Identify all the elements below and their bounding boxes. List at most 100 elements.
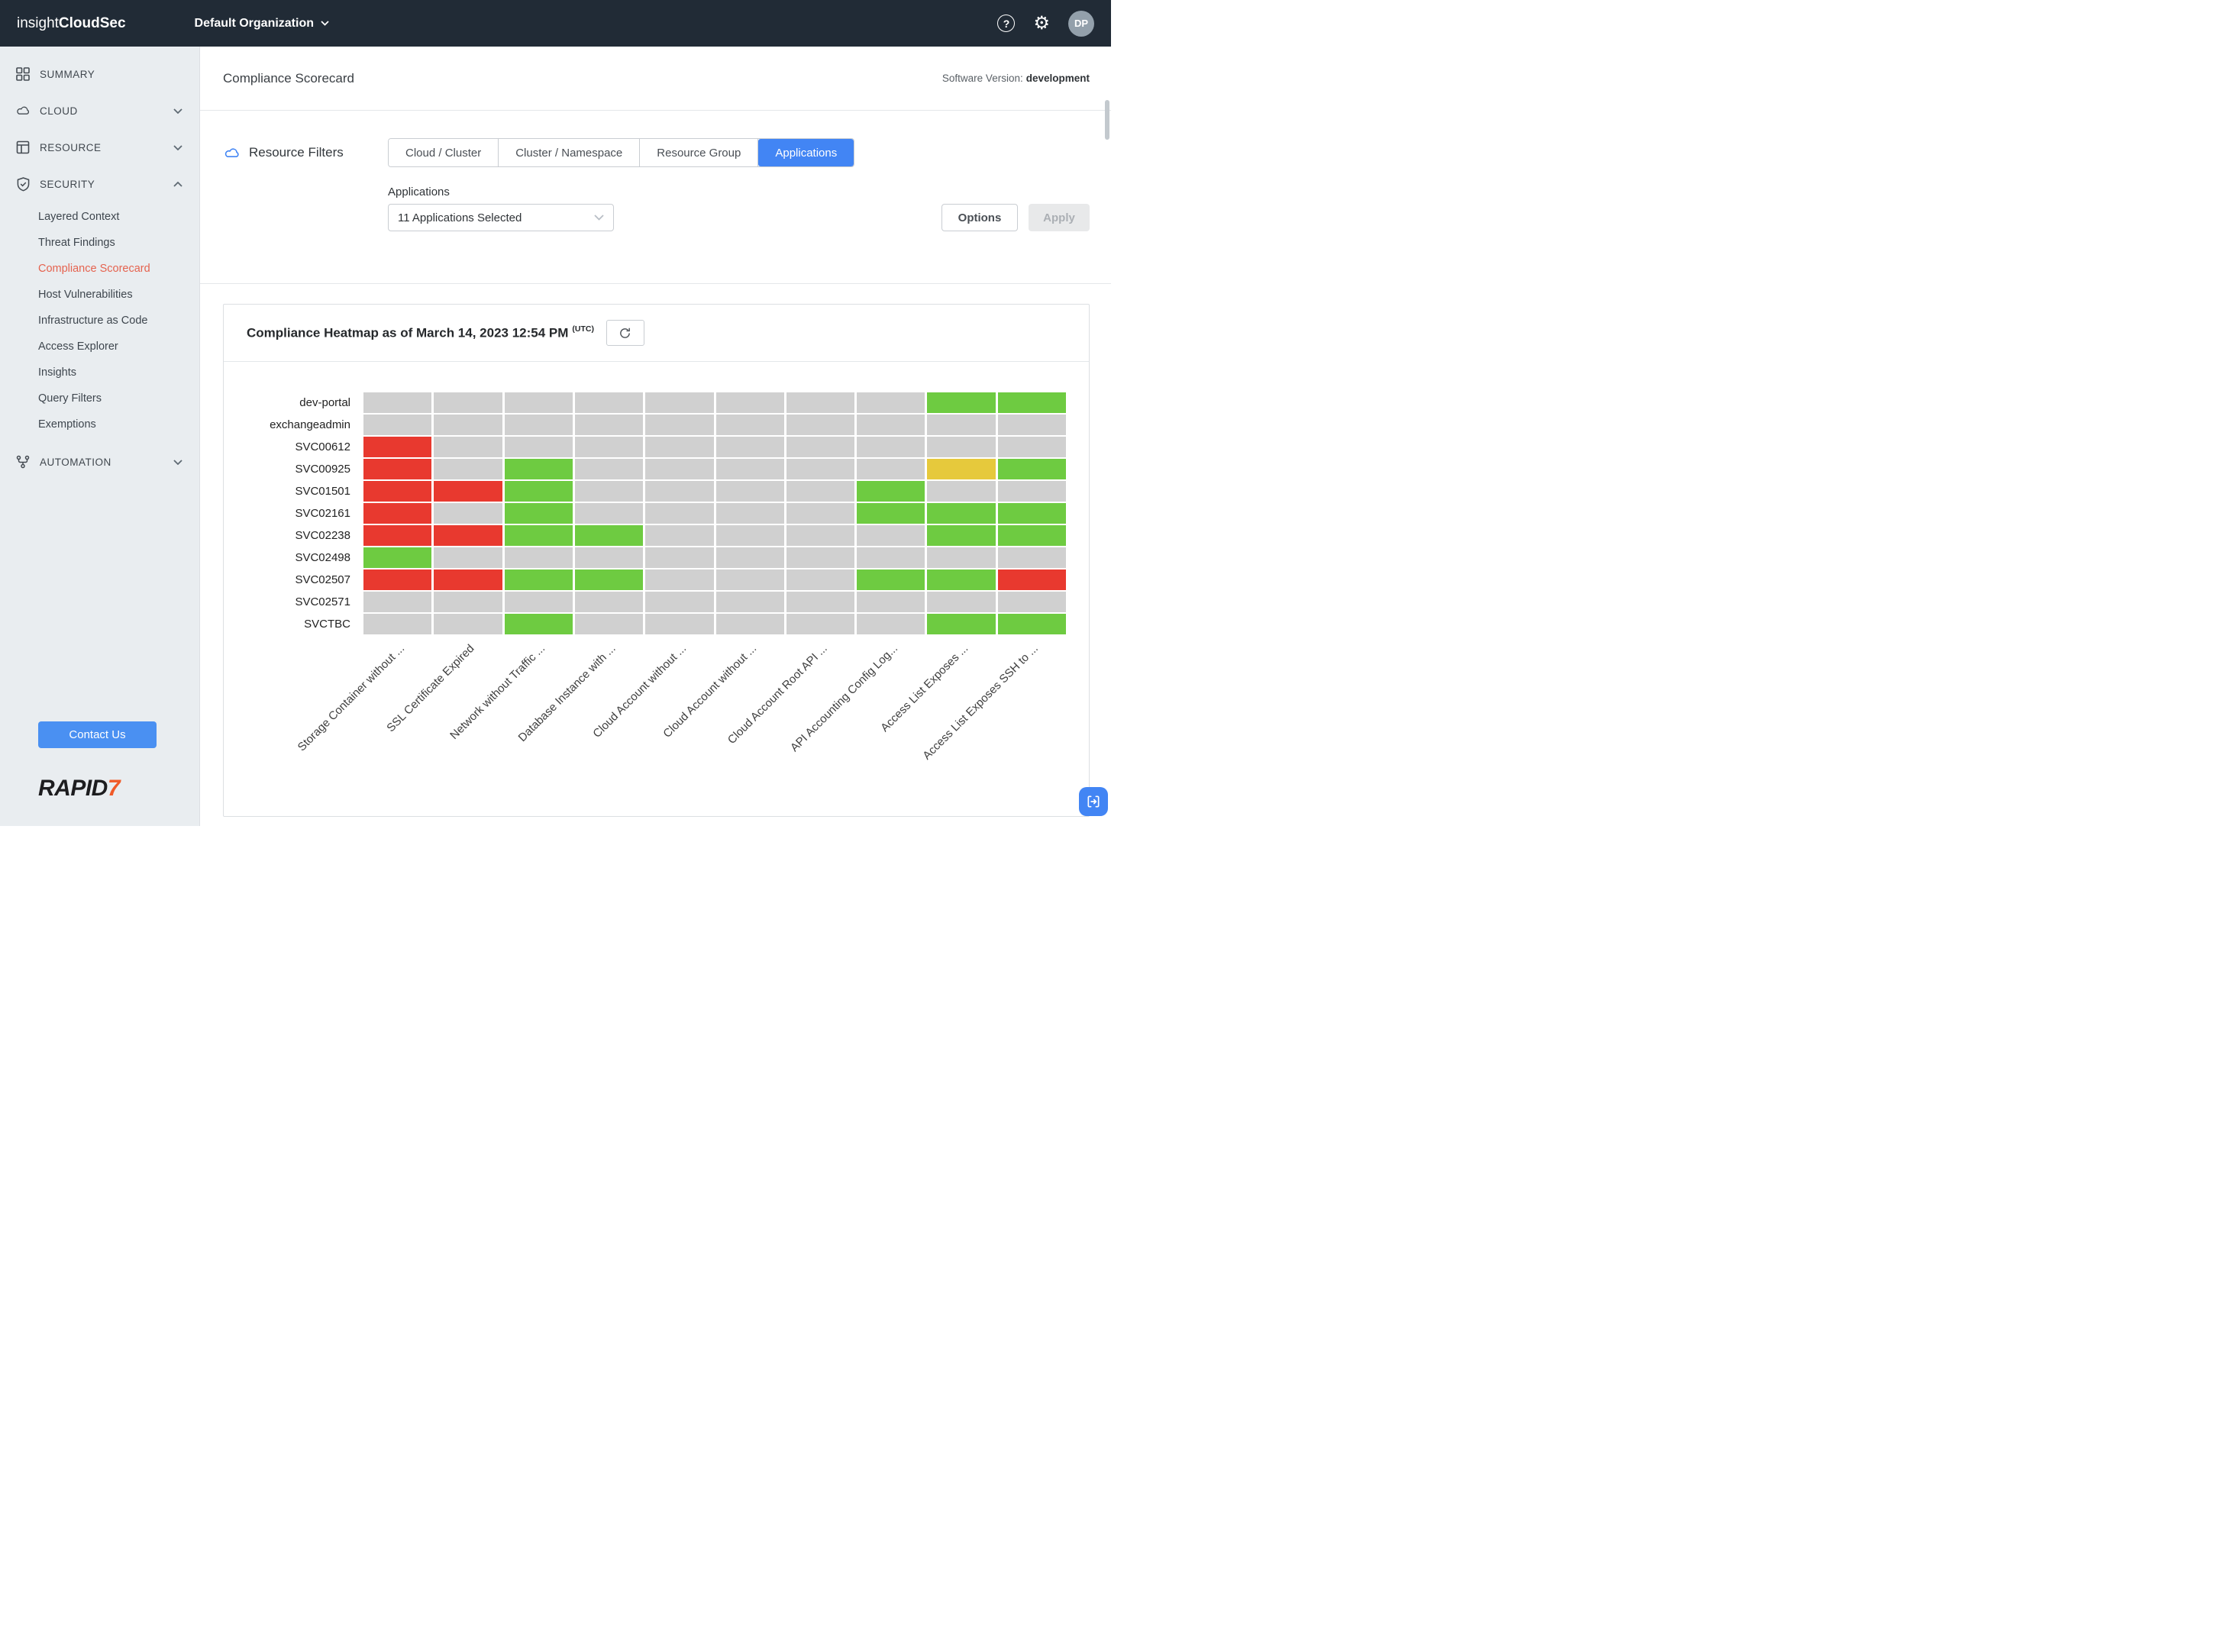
heatmap-cell-svctbc-col6[interactable] bbox=[715, 614, 784, 634]
heatmap-cell-exchangeadmin-col3[interactable] bbox=[504, 415, 573, 435]
heatmap-cell-svc02571-col6[interactable] bbox=[715, 592, 784, 612]
heatmap-cell-svc02507-col8[interactable] bbox=[857, 569, 925, 590]
heatmap-cell-dev-portal-col1[interactable] bbox=[363, 392, 432, 413]
sidebar-item-host-vulnerabilities[interactable]: Host Vulnerabilities bbox=[38, 289, 133, 301]
heatmap-cell-svc02498-col6[interactable] bbox=[715, 547, 784, 568]
heatmap-cell-svc00925-col8[interactable] bbox=[857, 459, 925, 479]
options-button[interactable]: Options bbox=[941, 204, 1018, 231]
heatmap-cell-svc02571-col10[interactable] bbox=[997, 592, 1066, 612]
heatmap-cell-svc01501-col9[interactable] bbox=[927, 481, 996, 502]
heatmap-cell-dev-portal-col7[interactable] bbox=[786, 392, 855, 413]
heatmap-cell-svc02498-col2[interactable] bbox=[434, 547, 502, 568]
heatmap-cell-svc02238-col2[interactable] bbox=[434, 525, 502, 546]
heatmap-cell-svc00612-col8[interactable] bbox=[857, 437, 925, 457]
heatmap-cell-svc02571-col2[interactable] bbox=[434, 592, 502, 612]
heatmap-cell-dev-portal-col4[interactable] bbox=[574, 392, 644, 413]
sidebar-item-cloud[interactable]: CLOUD bbox=[0, 92, 199, 129]
heatmap-cell-svc00612-col2[interactable] bbox=[434, 437, 502, 457]
heatmap-cell-svctbc-col1[interactable] bbox=[363, 614, 432, 634]
heatmap-cell-dev-portal-col8[interactable] bbox=[857, 392, 925, 413]
heatmap-cell-svc00612-col1[interactable] bbox=[363, 437, 432, 457]
sidebar-item-infrastructure-as-code[interactable]: Infrastructure as Code bbox=[38, 315, 148, 327]
sidebar-item-compliance-scorecard[interactable]: Compliance Scorecard bbox=[38, 263, 150, 275]
heatmap-cell-dev-portal-col5[interactable] bbox=[645, 392, 714, 413]
heatmap-cell-dev-portal-col10[interactable] bbox=[997, 392, 1066, 413]
heatmap-cell-svc02507-col10[interactable] bbox=[997, 569, 1066, 590]
heatmap-cell-svc01501-col6[interactable] bbox=[715, 481, 784, 502]
heatmap-cell-exchangeadmin-col5[interactable] bbox=[645, 415, 714, 435]
heatmap-cell-svc02571-col9[interactable] bbox=[927, 592, 996, 612]
heatmap-cell-svc01501-col5[interactable] bbox=[645, 481, 714, 502]
heatmap-cell-svc01501-col4[interactable] bbox=[574, 481, 644, 502]
heatmap-cell-exchangeadmin-col6[interactable] bbox=[715, 415, 784, 435]
heatmap-cell-svc02161-col2[interactable] bbox=[434, 503, 502, 524]
heatmap-cell-svc02238-col4[interactable] bbox=[574, 525, 644, 546]
org-selector[interactable]: Default Organization bbox=[195, 17, 329, 31]
heatmap-cell-svc00925-col3[interactable] bbox=[504, 459, 573, 479]
heatmap-cell-exchangeadmin-col9[interactable] bbox=[927, 415, 996, 435]
heatmap-cell-svc02507-col9[interactable] bbox=[927, 569, 996, 590]
heatmap-cell-svc00925-col10[interactable] bbox=[997, 459, 1066, 479]
sidebar-item-threat-findings[interactable]: Threat Findings bbox=[38, 237, 115, 249]
sidebar-item-query-filters[interactable]: Query Filters bbox=[38, 392, 102, 405]
heatmap-cell-dev-portal-col6[interactable] bbox=[715, 392, 784, 413]
filter-tab-applications[interactable]: Applications bbox=[758, 139, 854, 166]
heatmap-cell-svctbc-col9[interactable] bbox=[927, 614, 996, 634]
floating-action-button[interactable] bbox=[1079, 787, 1108, 816]
scrollbar-thumb[interactable] bbox=[1105, 100, 1109, 140]
heatmap-cell-svc00925-col5[interactable] bbox=[645, 459, 714, 479]
heatmap-cell-svc02161-col1[interactable] bbox=[363, 503, 432, 524]
sidebar-item-exemptions[interactable]: Exemptions bbox=[38, 418, 96, 431]
heatmap-cell-svctbc-col8[interactable] bbox=[857, 614, 925, 634]
heatmap-cell-svc02507-col1[interactable] bbox=[363, 569, 432, 590]
heatmap-cell-svc02498-col1[interactable] bbox=[363, 547, 432, 568]
applications-select[interactable]: 11 Applications Selected bbox=[388, 204, 614, 231]
heatmap-cell-svc02238-col5[interactable] bbox=[645, 525, 714, 546]
heatmap-cell-svc00612-col10[interactable] bbox=[997, 437, 1066, 457]
heatmap-cell-svc02238-col6[interactable] bbox=[715, 525, 784, 546]
sidebar-item-layered-context[interactable]: Layered Context bbox=[38, 211, 120, 223]
heatmap-cell-svc02498-col9[interactable] bbox=[927, 547, 996, 568]
heatmap-cell-svc00612-col7[interactable] bbox=[786, 437, 855, 457]
heatmap-cell-exchangeadmin-col1[interactable] bbox=[363, 415, 432, 435]
heatmap-cell-svc02498-col5[interactable] bbox=[645, 547, 714, 568]
heatmap-cell-dev-portal-col9[interactable] bbox=[927, 392, 996, 413]
heatmap-cell-svc02571-col7[interactable] bbox=[786, 592, 855, 612]
heatmap-cell-svctbc-col2[interactable] bbox=[434, 614, 502, 634]
heatmap-cell-svctbc-col4[interactable] bbox=[574, 614, 644, 634]
heatmap-cell-svc02507-col2[interactable] bbox=[434, 569, 502, 590]
sidebar-item-resource[interactable]: RESOURCE bbox=[0, 129, 199, 166]
heatmap-cell-dev-portal-col3[interactable] bbox=[504, 392, 573, 413]
heatmap-cell-svctbc-col3[interactable] bbox=[504, 614, 573, 634]
heatmap-cell-svc02498-col10[interactable] bbox=[997, 547, 1066, 568]
sidebar-item-insights[interactable]: Insights bbox=[38, 366, 76, 379]
heatmap-cell-svc02507-col7[interactable] bbox=[786, 569, 855, 590]
heatmap-cell-svc02498-col3[interactable] bbox=[504, 547, 573, 568]
heatmap-cell-svc02238-col8[interactable] bbox=[857, 525, 925, 546]
heatmap-cell-svc01501-col10[interactable] bbox=[997, 481, 1066, 502]
heatmap-cell-svc02161-col3[interactable] bbox=[504, 503, 573, 524]
heatmap-cell-svc00612-col9[interactable] bbox=[927, 437, 996, 457]
heatmap-cell-svc00925-col7[interactable] bbox=[786, 459, 855, 479]
heatmap-cell-svc00925-col2[interactable] bbox=[434, 459, 502, 479]
heatmap-cell-exchangeadmin-col4[interactable] bbox=[574, 415, 644, 435]
filter-tab-cloud-cluster[interactable]: Cloud / Cluster bbox=[389, 139, 499, 166]
heatmap-cell-svc02507-col4[interactable] bbox=[574, 569, 644, 590]
heatmap-cell-exchangeadmin-col2[interactable] bbox=[434, 415, 502, 435]
contact-us-button[interactable]: Contact Us bbox=[38, 721, 157, 748]
sidebar-item-security[interactable]: SECURITY bbox=[0, 166, 199, 202]
heatmap-cell-svc02161-col7[interactable] bbox=[786, 503, 855, 524]
sidebar-item-summary[interactable]: SUMMARY bbox=[0, 56, 199, 92]
heatmap-cell-svc01501-col3[interactable] bbox=[504, 481, 573, 502]
help-icon[interactable]: ? bbox=[997, 15, 1016, 32]
heatmap-cell-svc01501-col7[interactable] bbox=[786, 481, 855, 502]
heatmap-cell-svc02571-col5[interactable] bbox=[645, 592, 714, 612]
avatar[interactable]: DP bbox=[1068, 10, 1094, 37]
heatmap-cell-svc00925-col9[interactable] bbox=[927, 459, 996, 479]
heatmap-cell-svc01501-col1[interactable] bbox=[363, 481, 432, 502]
refresh-button[interactable] bbox=[606, 320, 644, 346]
heatmap-cell-svc02498-col8[interactable] bbox=[857, 547, 925, 568]
heatmap-cell-svc02161-col9[interactable] bbox=[927, 503, 996, 524]
filter-tab-resource-group[interactable]: Resource Group bbox=[640, 139, 759, 166]
heatmap-cell-svc00612-col3[interactable] bbox=[504, 437, 573, 457]
